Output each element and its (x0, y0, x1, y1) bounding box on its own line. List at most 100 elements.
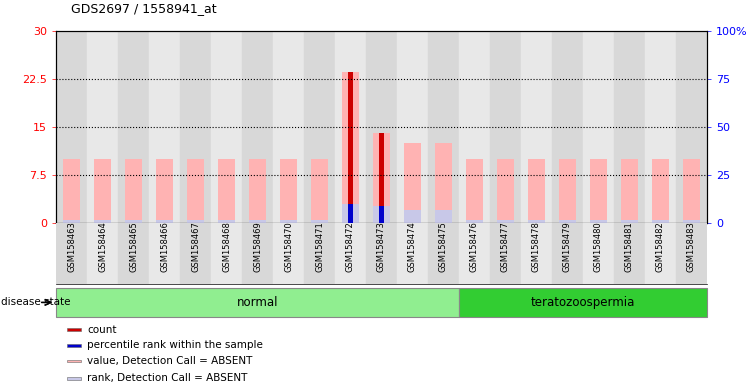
Bar (559, 159, 576, 223)
Bar (349, 204, 353, 223)
Bar (373, 133, 390, 223)
Bar (156, 159, 173, 223)
Text: disease state: disease state (1, 297, 70, 308)
Bar (249, 159, 266, 223)
Bar (528, 159, 545, 223)
Text: percentile rank within the sample: percentile rank within the sample (88, 340, 263, 350)
Bar (311, 159, 328, 223)
Bar (87, 31, 118, 223)
Bar (273, 31, 304, 223)
Bar (552, 223, 583, 284)
Bar (56, 288, 459, 317)
Bar (149, 31, 180, 223)
Bar (428, 223, 459, 284)
Bar (94, 220, 111, 223)
Bar (466, 220, 483, 223)
Bar (180, 31, 211, 223)
Bar (335, 223, 366, 284)
Bar (590, 220, 607, 223)
Bar (342, 72, 359, 223)
Bar (497, 220, 514, 223)
Bar (645, 31, 676, 223)
Bar (676, 31, 707, 223)
Bar (366, 31, 397, 223)
Bar (118, 31, 149, 223)
Bar (497, 159, 514, 223)
Bar (218, 159, 235, 223)
Bar (683, 220, 700, 223)
Bar (490, 223, 521, 284)
Bar (211, 31, 242, 223)
Bar (118, 223, 149, 284)
Bar (435, 143, 452, 223)
Bar (490, 31, 521, 223)
Bar (378, 133, 384, 223)
Bar (304, 31, 335, 223)
Bar (67, 360, 81, 362)
Bar (249, 220, 266, 223)
Bar (521, 223, 552, 284)
Text: GDS2697 / 1558941_at: GDS2697 / 1558941_at (71, 2, 217, 15)
Bar (348, 72, 353, 223)
Bar (590, 159, 607, 223)
Bar (645, 223, 676, 284)
Bar (67, 377, 81, 379)
Bar (366, 223, 397, 284)
Bar (559, 220, 576, 223)
Bar (156, 220, 173, 223)
Bar (459, 223, 490, 284)
Bar (335, 31, 366, 223)
Bar (56, 223, 87, 284)
Bar (614, 223, 645, 284)
Bar (614, 31, 645, 223)
Bar (459, 288, 707, 317)
Bar (428, 31, 459, 223)
Bar (373, 207, 390, 223)
Text: normal: normal (237, 296, 278, 309)
Bar (583, 223, 614, 284)
Bar (87, 223, 118, 284)
Bar (94, 159, 111, 223)
Bar (125, 220, 142, 223)
Bar (676, 223, 707, 284)
Bar (404, 210, 421, 223)
Text: count: count (88, 324, 117, 334)
Bar (652, 159, 669, 223)
Bar (404, 143, 421, 223)
Bar (397, 31, 428, 223)
Bar (242, 31, 273, 223)
Bar (63, 220, 80, 223)
Bar (63, 159, 80, 223)
Bar (56, 31, 87, 223)
Text: value, Detection Call = ABSENT: value, Detection Call = ABSENT (88, 356, 253, 366)
Bar (304, 223, 335, 284)
Text: rank, Detection Call = ABSENT: rank, Detection Call = ABSENT (88, 373, 248, 383)
Bar (242, 223, 273, 284)
Bar (187, 220, 204, 223)
Bar (435, 210, 452, 223)
Bar (528, 220, 545, 223)
Bar (67, 328, 81, 331)
Text: teratozoospermia: teratozoospermia (531, 296, 635, 309)
Bar (342, 204, 359, 223)
Bar (280, 159, 297, 223)
Bar (218, 220, 235, 223)
Bar (683, 159, 700, 223)
Bar (211, 223, 242, 284)
Bar (187, 159, 204, 223)
Bar (459, 31, 490, 223)
Bar (273, 223, 304, 284)
Bar (125, 159, 142, 223)
Bar (466, 159, 483, 223)
Bar (280, 220, 297, 223)
Bar (311, 220, 328, 223)
Bar (67, 344, 81, 346)
Bar (521, 31, 552, 223)
Bar (621, 159, 638, 223)
Bar (379, 207, 384, 223)
Bar (397, 223, 428, 284)
Bar (652, 220, 669, 223)
Bar (149, 223, 180, 284)
Bar (552, 31, 583, 223)
Bar (180, 223, 211, 284)
